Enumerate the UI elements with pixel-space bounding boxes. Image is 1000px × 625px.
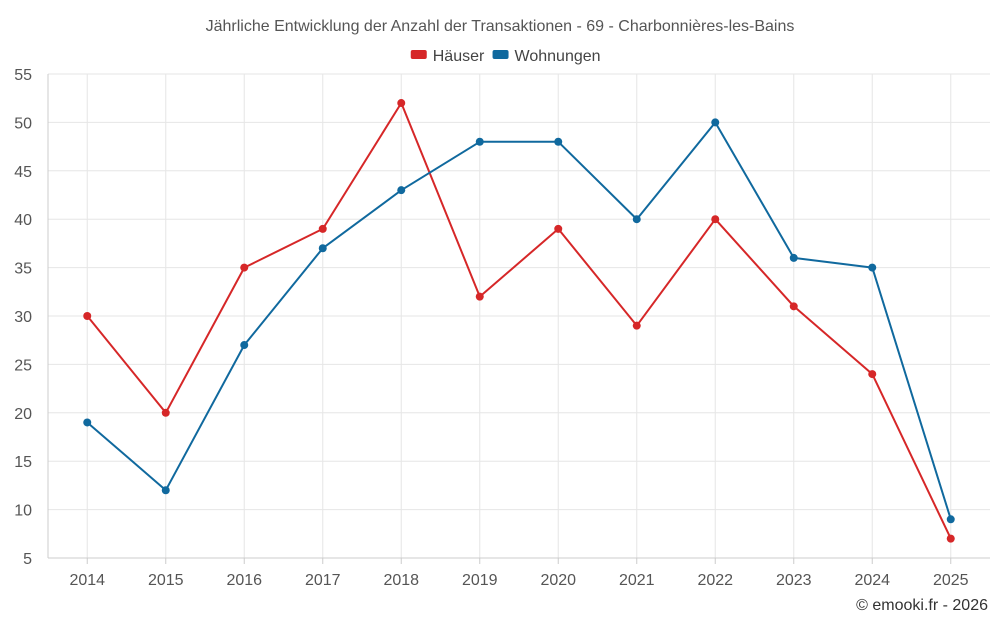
data-point-wohnungen[interactable] <box>711 118 720 127</box>
x-tick-label: 2019 <box>462 572 498 589</box>
data-point-h-user[interactable] <box>161 408 170 417</box>
data-point-h-user[interactable] <box>475 292 484 301</box>
series-line-h-user <box>86 102 952 540</box>
x-tick-label: 2025 <box>933 572 969 589</box>
chart-title: Jährliche Entwicklung der Anzahl der Tra… <box>206 18 795 35</box>
legend-label-wohnungen[interactable]: Wohnungen <box>515 48 601 65</box>
series-group <box>83 99 955 543</box>
x-tick-label: 2014 <box>69 572 105 589</box>
data-point-wohnungen[interactable] <box>789 253 798 262</box>
data-point-wohnungen[interactable] <box>554 137 563 146</box>
grid-lines <box>48 73 990 559</box>
data-point-h-user[interactable] <box>83 312 92 320</box>
x-tick-label: 2018 <box>383 572 419 589</box>
data-point-wohnungen[interactable] <box>83 418 92 427</box>
x-tick-label: 2020 <box>540 572 576 589</box>
data-point-wohnungen[interactable] <box>161 486 170 495</box>
data-point-h-user[interactable] <box>240 263 249 272</box>
x-tick-label: 2024 <box>854 572 890 589</box>
data-point-h-user[interactable] <box>397 99 406 108</box>
data-point-wohnungen[interactable] <box>632 215 641 224</box>
y-tick-label: 25 <box>14 357 32 374</box>
y-tick-label: 5 <box>23 551 32 568</box>
x-tick-label: 2016 <box>226 572 262 589</box>
y-tick-label: 45 <box>14 164 32 181</box>
y-tick-label: 15 <box>14 454 32 471</box>
x-tick-label: 2021 <box>619 572 655 589</box>
y-axis: 5 10 15 20 25 30 35 40 45 50 55 <box>14 67 49 568</box>
x-tick-label: 2017 <box>305 572 341 589</box>
legend-swatch-wohnungen <box>492 50 509 59</box>
legend-swatch-h-user <box>410 50 427 59</box>
x-tick-label: 2015 <box>148 572 184 589</box>
y-tick-label: 30 <box>14 309 32 326</box>
data-point-h-user[interactable] <box>318 224 327 233</box>
data-point-wohnungen[interactable] <box>946 515 955 524</box>
data-point-h-user[interactable] <box>789 302 798 311</box>
data-point-wohnungen[interactable] <box>318 244 327 253</box>
data-point-h-user[interactable] <box>868 370 877 379</box>
data-point-wohnungen[interactable] <box>397 186 406 195</box>
data-point-h-user[interactable] <box>632 321 641 330</box>
y-tick-label: 50 <box>14 115 32 132</box>
y-tick-label: 10 <box>14 503 32 520</box>
y-tick-label: 55 <box>14 67 32 84</box>
x-tick-label: 2022 <box>697 572 733 589</box>
y-tick-label: 20 <box>14 406 32 423</box>
data-point-h-user[interactable] <box>946 534 955 543</box>
x-tick-label: 2023 <box>776 572 812 589</box>
data-point-wohnungen[interactable] <box>868 263 877 272</box>
y-tick-label: 35 <box>14 261 32 278</box>
credit-text: © emooki.fr - 2026 <box>856 597 988 614</box>
data-point-wohnungen[interactable] <box>475 137 484 146</box>
series-line-wohnungen <box>86 121 952 520</box>
x-axis: 2014 2015 2016 2017 2018 2019 2020 2021 2022 2023… <box>48 557 990 589</box>
data-point-wohnungen[interactable] <box>240 341 249 350</box>
legend: Häuser Wohnungen <box>410 48 601 65</box>
legend-label-h-user[interactable]: Häuser <box>433 48 485 65</box>
y-tick-label: 40 <box>14 212 32 229</box>
data-point-h-user[interactable] <box>711 215 720 224</box>
data-point-h-user[interactable] <box>554 224 563 233</box>
